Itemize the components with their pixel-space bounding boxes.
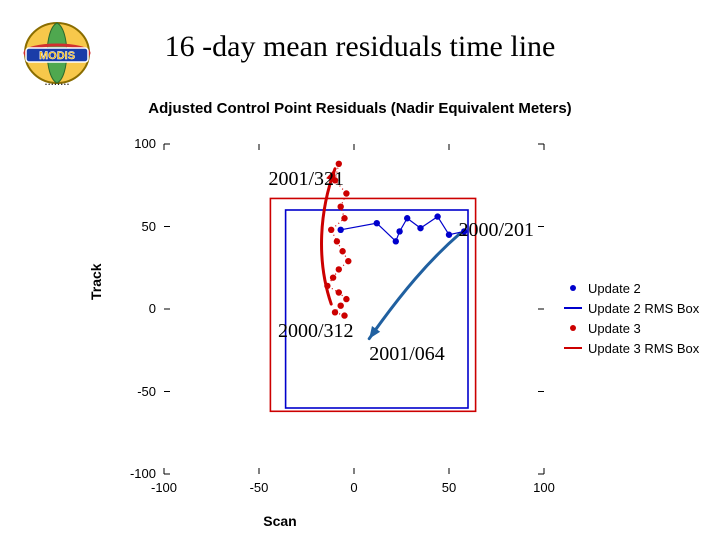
x-tick-label: -50 (239, 480, 279, 495)
chart-legend: Update 2 Update 2 RMS Box Update 3 Updat… (562, 278, 699, 358)
svg-text:• • • • • • • •: • • • • • • • • (45, 82, 69, 88)
y-tick-label: 100 (134, 136, 156, 151)
y-axis-label: Track (88, 263, 104, 300)
x-axis-label: Scan (0, 513, 560, 529)
y-tick-label: -50 (137, 384, 156, 399)
chart-title: Adjusted Control Point Residuals (Nadir … (0, 100, 720, 117)
y-tick-label: -100 (130, 466, 156, 481)
legend-line-icon (562, 301, 584, 315)
y-tick-label: 50 (142, 219, 156, 234)
legend-marker-icon (562, 281, 584, 295)
legend-item-update3-rms: Update 3 RMS Box (562, 338, 699, 358)
y-tick-label: 0 (149, 301, 156, 316)
legend-label: Update 2 RMS Box (588, 301, 699, 316)
chart-annotation: 2000/201 (459, 219, 535, 242)
legend-marker-icon (562, 321, 584, 335)
legend-label: Update 3 RMS Box (588, 341, 699, 356)
legend-label: Update 2 (588, 281, 641, 296)
legend-item-update3: Update 3 (562, 318, 699, 338)
legend-label: Update 3 (588, 321, 641, 336)
page-title: 16 -day mean residuals time line (0, 30, 720, 64)
x-tick-label: 100 (524, 480, 564, 495)
x-tick-label: -100 (144, 480, 184, 495)
x-tick-label: 0 (334, 480, 374, 495)
legend-item-update2: Update 2 (562, 278, 699, 298)
page-root: MODIS • • • • • • • • 16 -day mean resid… (0, 0, 720, 540)
legend-item-update2-rms: Update 2 RMS Box (562, 298, 699, 318)
chart-annotation: 2001/321 (269, 168, 345, 191)
x-tick-label: 50 (429, 480, 469, 495)
chart-annotation: 2000/312 (278, 320, 354, 343)
legend-line-icon (562, 341, 584, 355)
chart-annotation: 2001/064 (369, 343, 445, 366)
